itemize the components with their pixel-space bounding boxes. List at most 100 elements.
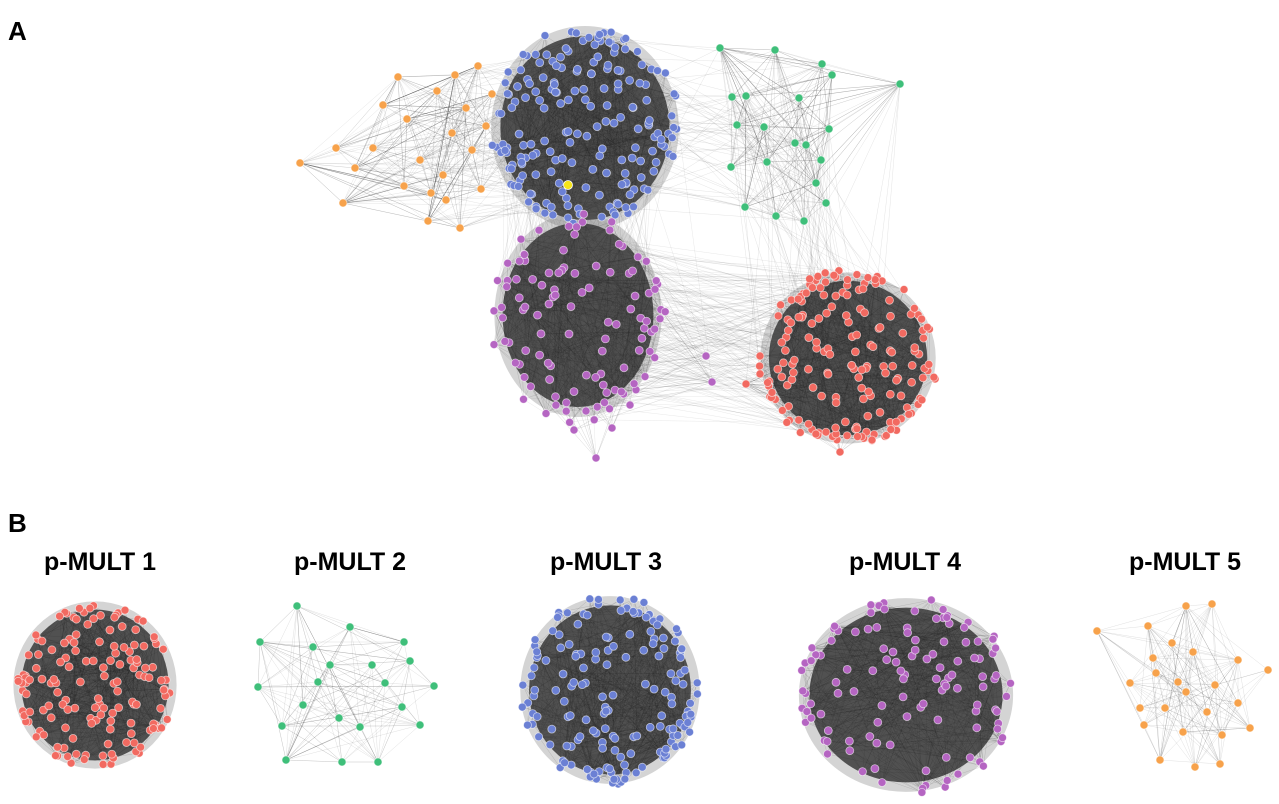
network-node xyxy=(811,178,821,188)
network-node xyxy=(928,649,938,659)
network-node xyxy=(631,143,640,153)
network-node xyxy=(564,640,574,649)
network-node xyxy=(520,302,530,312)
network-node xyxy=(331,143,341,153)
network-node xyxy=(531,170,541,180)
network-node xyxy=(512,274,521,284)
network-node xyxy=(489,340,499,350)
network-node xyxy=(423,216,433,226)
network-node xyxy=(543,358,553,368)
network-node xyxy=(841,311,851,320)
network-node xyxy=(917,788,927,797)
network-node xyxy=(686,698,695,708)
network-node xyxy=(600,398,609,408)
network-node xyxy=(119,643,129,652)
network-node xyxy=(129,640,139,650)
network-node xyxy=(852,330,862,340)
network-node xyxy=(31,732,41,742)
orange-a-nodes xyxy=(295,61,497,233)
network-node xyxy=(610,734,620,743)
network-node xyxy=(845,746,855,756)
network-node xyxy=(156,676,166,685)
network-node xyxy=(591,453,601,463)
network-node xyxy=(620,760,629,770)
network-node xyxy=(532,647,542,657)
network-node xyxy=(857,383,867,393)
network-node xyxy=(807,643,817,653)
network-node xyxy=(37,674,47,684)
network-node xyxy=(519,250,529,260)
network-node xyxy=(528,150,538,160)
network-node xyxy=(467,145,477,155)
panel-b-label: B xyxy=(8,508,27,538)
network-node xyxy=(858,284,868,294)
network-node xyxy=(517,702,527,712)
network-node xyxy=(502,282,512,292)
network-node xyxy=(621,34,631,43)
network-node xyxy=(669,123,678,132)
network-node xyxy=(592,402,602,412)
network-node xyxy=(824,124,834,134)
network-node xyxy=(929,372,939,382)
network-node xyxy=(581,406,591,416)
network-node xyxy=(953,769,963,779)
network-node xyxy=(25,707,35,717)
network-node xyxy=(502,89,512,99)
network-node xyxy=(910,343,920,353)
network-node xyxy=(399,181,409,191)
network-node xyxy=(852,270,862,280)
network-node xyxy=(536,329,546,339)
network-node xyxy=(563,608,572,618)
network-node xyxy=(831,291,841,301)
network-node xyxy=(500,78,510,88)
network-node xyxy=(911,635,920,645)
network-node xyxy=(426,188,436,198)
network-node xyxy=(851,347,860,357)
network-node xyxy=(867,435,877,445)
network-node xyxy=(162,715,172,724)
network-node xyxy=(107,749,117,759)
network-node xyxy=(821,277,830,287)
network-node xyxy=(1173,677,1183,687)
network-node xyxy=(804,364,813,374)
network-node xyxy=(783,326,793,335)
network-node xyxy=(611,319,621,329)
network-node xyxy=(1092,626,1102,636)
network-node xyxy=(653,66,662,76)
network-node xyxy=(763,378,772,388)
network-node xyxy=(595,190,604,200)
network-node xyxy=(438,170,448,180)
network-node xyxy=(72,614,81,624)
network-node xyxy=(773,364,783,374)
network-node xyxy=(496,109,506,118)
network-node xyxy=(126,729,136,738)
network-node xyxy=(602,168,611,178)
network-node xyxy=(924,359,934,369)
network-node xyxy=(669,89,679,99)
network-node xyxy=(581,95,590,105)
network-node xyxy=(902,712,912,721)
network-node xyxy=(822,737,832,746)
network-node xyxy=(581,715,591,725)
network-node xyxy=(668,151,678,161)
network-node xyxy=(598,380,608,390)
network-node xyxy=(808,283,817,293)
network-node xyxy=(863,273,873,283)
network-node xyxy=(516,65,526,75)
network-node xyxy=(667,111,677,121)
network-node xyxy=(481,121,491,131)
network-node xyxy=(707,377,717,387)
network-node xyxy=(535,96,544,105)
network-node xyxy=(827,302,837,312)
network-node xyxy=(476,184,486,194)
network-node xyxy=(560,758,569,768)
network-node xyxy=(513,82,522,91)
network-node xyxy=(76,677,85,687)
network-node xyxy=(793,294,803,304)
network-node xyxy=(99,663,108,672)
network-node xyxy=(877,701,887,710)
network-node xyxy=(811,429,821,439)
network-node xyxy=(1125,678,1135,688)
network-node xyxy=(778,405,787,415)
network-node xyxy=(649,684,659,694)
